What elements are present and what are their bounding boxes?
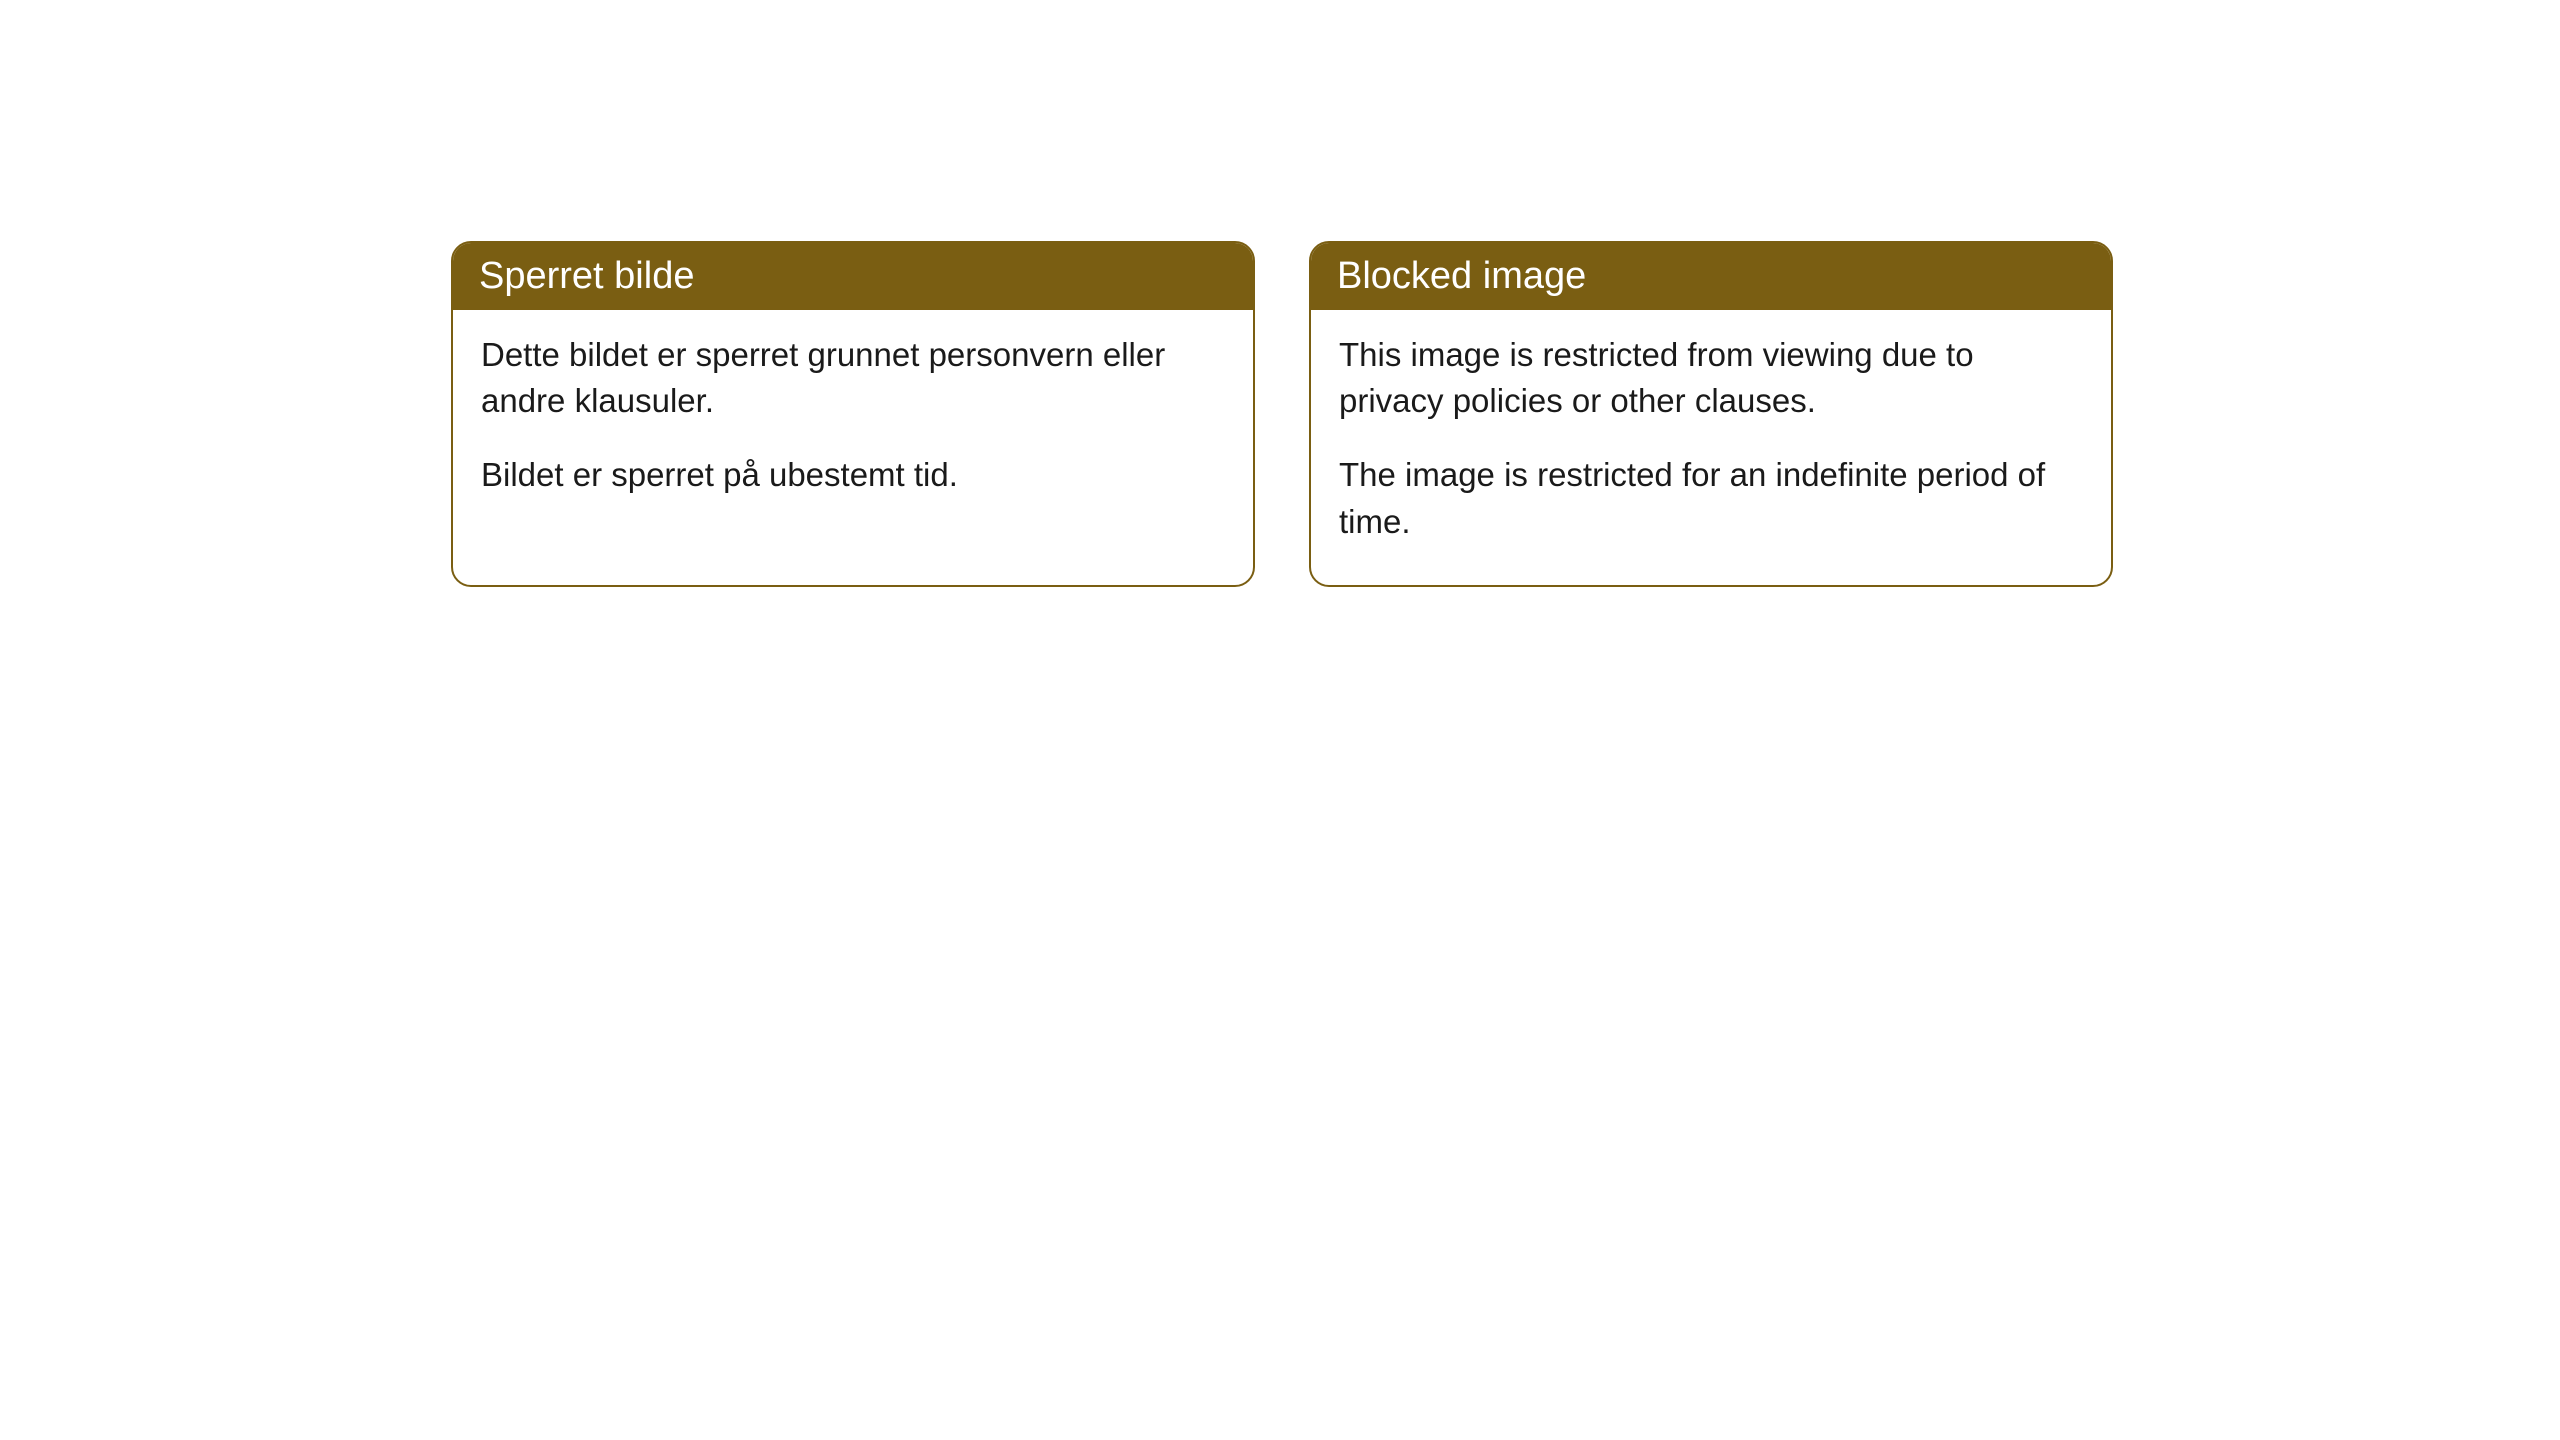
card-paragraph-2: Bildet er sperret på ubestemt tid.	[481, 452, 1225, 498]
card-body-norwegian: Dette bildet er sperret grunnet personve…	[453, 310, 1253, 539]
card-header-english: Blocked image	[1311, 243, 2111, 310]
card-body-english: This image is restricted from viewing du…	[1311, 310, 2111, 585]
card-paragraph-1: Dette bildet er sperret grunnet personve…	[481, 332, 1225, 424]
card-paragraph-2: The image is restricted for an indefinit…	[1339, 452, 2083, 544]
blocked-image-card-norwegian: Sperret bilde Dette bildet er sperret gr…	[451, 241, 1255, 587]
notice-cards-container: Sperret bilde Dette bildet er sperret gr…	[451, 241, 2113, 587]
card-header-norwegian: Sperret bilde	[453, 243, 1253, 310]
card-paragraph-1: This image is restricted from viewing du…	[1339, 332, 2083, 424]
blocked-image-card-english: Blocked image This image is restricted f…	[1309, 241, 2113, 587]
